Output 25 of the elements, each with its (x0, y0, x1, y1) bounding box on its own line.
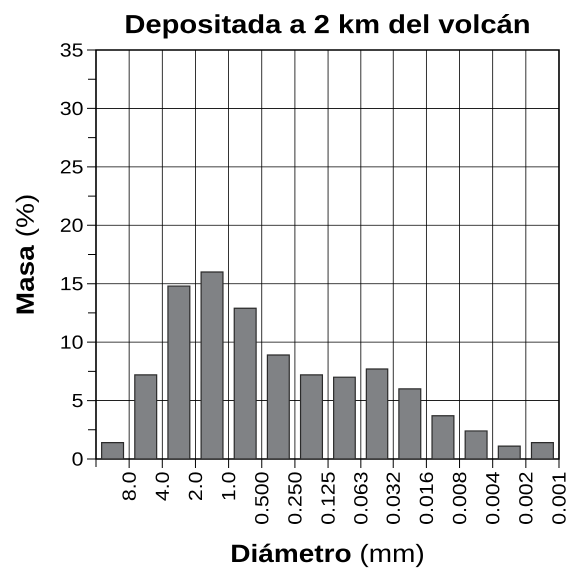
x-tick-label: 0.004 (486, 472, 500, 524)
x-tick-label: 0.032 (386, 472, 400, 524)
x-tick-label: 0.002 (519, 472, 533, 524)
x-tick-label: 0.063 (354, 472, 368, 524)
x-tick-label: 0.125 (321, 472, 335, 524)
y-tick-label: 5 (72, 394, 83, 408)
y-tick-label: 25 (60, 160, 83, 174)
x-tick-label: 0.008 (452, 472, 466, 524)
y-tick-label: 30 (60, 102, 83, 116)
x-tick-label: 4.0 (156, 472, 170, 501)
x-tick-label: 1.0 (222, 472, 236, 500)
chart-title: Depositada a 2 km del volcán (126, 14, 529, 38)
x-tick-label: 0.016 (420, 472, 434, 524)
x-tick-label: 0.001 (552, 472, 566, 524)
x-tick-label: 2.0 (188, 472, 202, 500)
x-tick-label: 0.250 (288, 472, 302, 524)
y-tick-label: 10 (61, 335, 83, 349)
y-tick-label: 20 (60, 218, 83, 232)
x-tick-label: 8.0 (122, 472, 136, 500)
x-tick-label: 0.500 (255, 472, 268, 524)
y-tick-label: 15 (61, 277, 83, 290)
y-axis-title: Masa (%) (16, 195, 39, 314)
y-tick-label: 35 (60, 43, 83, 57)
x-axis-title: Diámetro (mm) (232, 544, 423, 568)
y-tick-label: 0 (72, 452, 83, 466)
